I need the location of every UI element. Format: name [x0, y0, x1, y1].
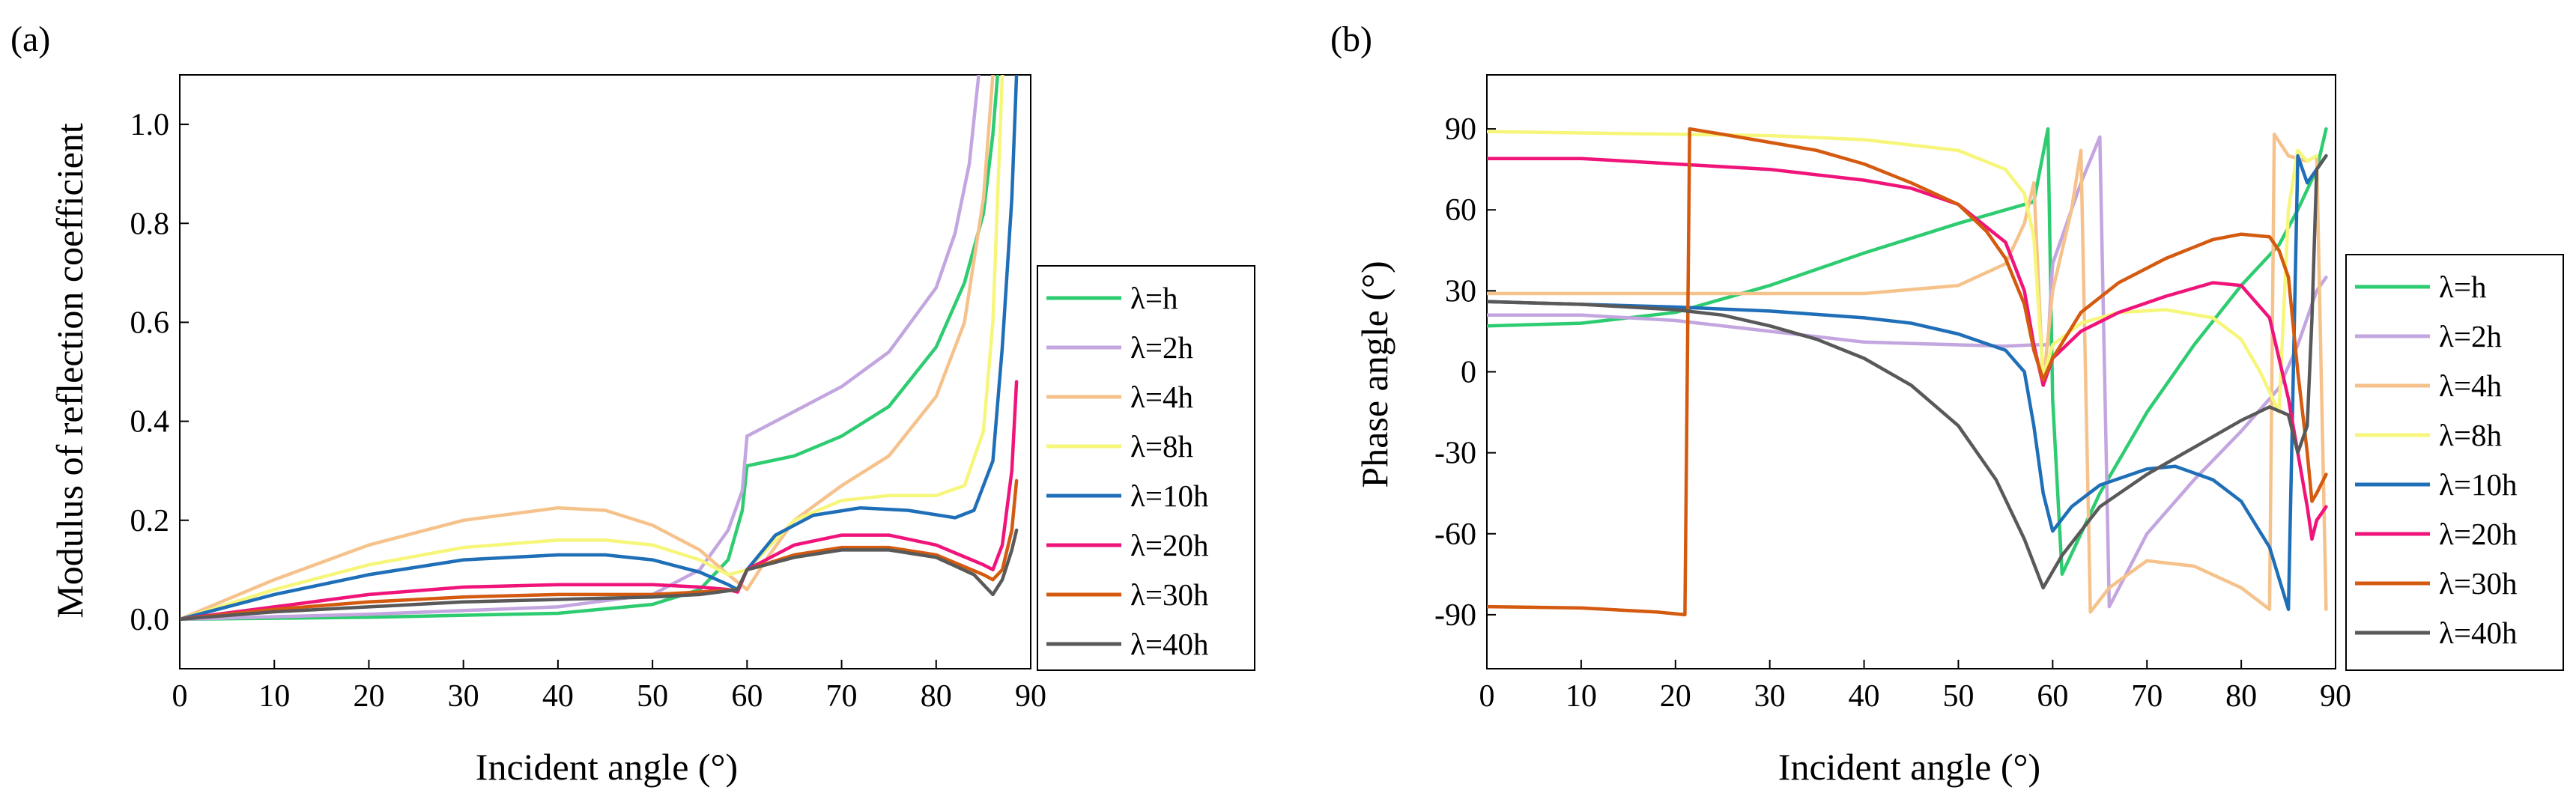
series-line — [180, 75, 1004, 622]
x-axis-label: Incident angle (°) — [1778, 746, 2040, 788]
legend-label: λ=30h — [2439, 566, 2518, 601]
series-group — [1487, 127, 2328, 617]
legend-label: λ=h — [1130, 281, 1178, 315]
y-tick-label: 0.6 — [130, 306, 170, 340]
legend-label: λ=8h — [2439, 418, 2502, 452]
legend-label: λ=30h — [1130, 577, 1209, 612]
y-axis-label: Modulus of reflection coefficient — [49, 123, 91, 618]
y-tick-label: 0.2 — [130, 504, 170, 538]
x-tick-label: 90 — [1015, 679, 1046, 714]
legend-label: λ=4h — [2439, 368, 2502, 403]
legend-label: λ=8h — [1130, 429, 1193, 464]
panel-label: (a) — [10, 19, 50, 59]
series-line — [1487, 127, 2328, 577]
y-tick-label: 1.0 — [130, 108, 170, 142]
x-tick-label: 0 — [172, 679, 188, 714]
series-group — [180, 75, 1019, 622]
series-line — [180, 380, 1019, 622]
x-tick-label: 80 — [921, 679, 952, 714]
y-tick-label: 90 — [1445, 112, 1476, 147]
legend-box — [1037, 265, 1255, 671]
legend-label: λ=40h — [1130, 627, 1209, 661]
plot-frame — [1486, 74, 2336, 669]
series-line — [1487, 157, 2328, 541]
y-tick-label: 0.8 — [130, 207, 170, 241]
series-line — [1487, 154, 2328, 590]
series-line — [180, 75, 981, 622]
y-tick-label: 0.0 — [130, 603, 170, 637]
x-tick-label: 40 — [542, 679, 574, 714]
series-line — [1487, 133, 2328, 614]
x-tick-label: 50 — [1942, 679, 1974, 714]
y-tick-label: -30 — [1434, 437, 1476, 471]
x-tick-label: 30 — [1754, 679, 1786, 714]
legend-label: λ=2h — [2439, 319, 2502, 353]
y-tick-label: 60 — [1445, 193, 1476, 228]
series-line — [180, 75, 995, 622]
plot-frame — [179, 74, 1031, 669]
series-line — [180, 75, 1000, 622]
series-line — [1487, 135, 2328, 609]
y-tick-label: -60 — [1434, 517, 1476, 552]
x-tick-label: 60 — [2037, 679, 2068, 714]
x-axis-label: Incident angle (°) — [476, 746, 738, 788]
legend-label: λ=40h — [2439, 616, 2518, 650]
x-tick-label: 10 — [1566, 679, 1597, 714]
x-tick-label: 10 — [258, 679, 290, 714]
legend-label: λ=10h — [2439, 467, 2518, 502]
series-line — [180, 528, 1019, 622]
x-tick-label: 60 — [731, 679, 763, 714]
x-tick-label: 40 — [1849, 679, 1880, 714]
series-line — [1487, 154, 2328, 611]
x-tick-label: 30 — [448, 679, 479, 714]
panel-label: (b) — [1330, 19, 1372, 59]
legend-box — [2345, 254, 2564, 671]
x-tick-label: 80 — [2225, 679, 2257, 714]
x-tick-label: 70 — [826, 679, 858, 714]
y-tick-label: 30 — [1445, 274, 1476, 309]
series-line — [1487, 127, 2328, 617]
y-tick-label: 0.4 — [130, 405, 170, 440]
panel-a: (a) Incident angle (°) Modulus of reflec… — [10, 19, 1255, 788]
x-tick-label: 90 — [2320, 679, 2351, 714]
x-tick-label: 20 — [1660, 679, 1691, 714]
panel-b: (b) Incident angle (°) Phase angle (°) 0… — [1330, 19, 2564, 788]
legend: λ=h λ=2h λ=4h λ=8h λ=10h λ=20h λ=30h λ=40h — [2345, 254, 2564, 671]
y-tick-label: -90 — [1434, 598, 1476, 633]
x-tick-label: 0 — [1479, 679, 1495, 714]
legend-label: λ=20h — [1130, 528, 1209, 562]
x-tick-label: 70 — [2131, 679, 2163, 714]
legend-label: λ=10h — [1130, 479, 1209, 513]
x-tick-label: 20 — [353, 679, 384, 714]
legend-label: λ=h — [2439, 270, 2487, 304]
legend-label: λ=2h — [1130, 330, 1193, 365]
legend-label: λ=20h — [2439, 517, 2518, 551]
series-line — [1487, 130, 2319, 414]
x-tick-label: 50 — [637, 679, 668, 714]
legend-label: λ=4h — [1130, 380, 1193, 414]
legend: λ=h λ=2h λ=4h λ=8h λ=10h λ=20h λ=30h λ=40h — [1037, 265, 1255, 671]
y-axis-label: Phase angle (°) — [1354, 261, 1395, 487]
y-tick-label: 0 — [1461, 356, 1476, 390]
